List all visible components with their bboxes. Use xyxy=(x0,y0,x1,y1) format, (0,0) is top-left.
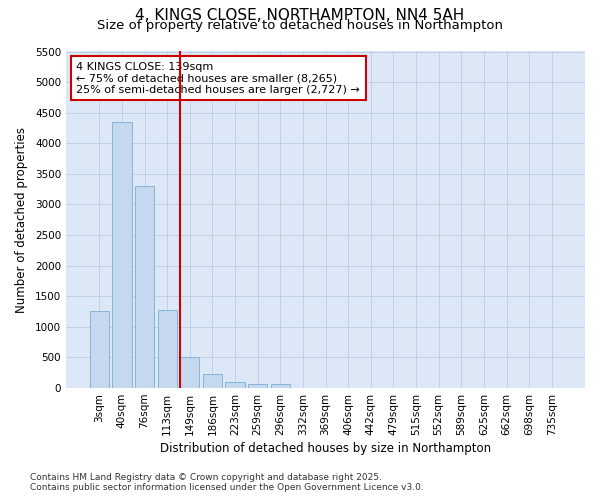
X-axis label: Distribution of detached houses by size in Northampton: Distribution of detached houses by size … xyxy=(160,442,491,455)
Bar xyxy=(135,186,154,388)
Text: 4 KINGS CLOSE: 139sqm
← 75% of detached houses are smaller (8,265)
25% of semi-d: 4 KINGS CLOSE: 139sqm ← 75% of detached … xyxy=(76,62,360,95)
Bar xyxy=(180,358,199,388)
Text: Size of property relative to detached houses in Northampton: Size of property relative to detached ho… xyxy=(97,19,503,32)
Bar xyxy=(203,374,222,388)
Bar xyxy=(226,382,245,388)
Bar xyxy=(271,384,290,388)
Bar xyxy=(112,122,131,388)
Text: 4, KINGS CLOSE, NORTHAMPTON, NN4 5AH: 4, KINGS CLOSE, NORTHAMPTON, NN4 5AH xyxy=(136,8,464,22)
Bar xyxy=(248,384,267,388)
Text: Contains HM Land Registry data © Crown copyright and database right 2025.
Contai: Contains HM Land Registry data © Crown c… xyxy=(30,473,424,492)
Y-axis label: Number of detached properties: Number of detached properties xyxy=(15,127,28,313)
Bar xyxy=(89,311,109,388)
Bar xyxy=(158,310,177,388)
